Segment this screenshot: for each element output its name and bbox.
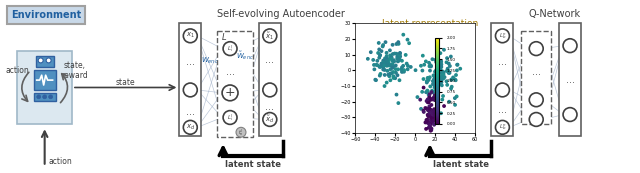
Text: ...: ...	[186, 107, 195, 117]
Text: $t_n^l$: $t_n^l$	[238, 127, 244, 138]
Circle shape	[495, 120, 509, 134]
Text: latent representation: latent representation	[381, 19, 478, 28]
Text: ...: ...	[498, 57, 507, 67]
Text: +: +	[225, 86, 236, 99]
Circle shape	[563, 108, 577, 121]
Bar	[179, 23, 201, 136]
Circle shape	[529, 113, 543, 126]
Text: ...: ...	[532, 67, 541, 77]
Circle shape	[263, 113, 276, 126]
Bar	[17, 51, 72, 124]
Circle shape	[223, 42, 237, 56]
Circle shape	[495, 83, 509, 97]
Text: L: L	[222, 33, 227, 42]
Bar	[36, 56, 54, 67]
Bar	[559, 23, 581, 136]
Text: $\tilde{W}_{enc}$: $\tilde{W}_{enc}$	[236, 49, 254, 62]
Bar	[34, 70, 56, 90]
Bar	[522, 31, 551, 124]
Circle shape	[263, 29, 276, 43]
Circle shape	[529, 42, 543, 56]
Text: $L_i^l$: $L_i^l$	[227, 112, 234, 123]
Text: state,
reward: state, reward	[61, 61, 88, 80]
Text: ...: ...	[266, 55, 275, 65]
Text: latent state: latent state	[433, 160, 489, 169]
Text: $L_i^l$: $L_i^l$	[227, 43, 234, 54]
Text: $L_b^n$: $L_b^n$	[499, 31, 506, 41]
Text: $\tilde{x}_1$: $\tilde{x}_1$	[266, 30, 275, 42]
Text: $x_d$: $x_d$	[186, 123, 195, 132]
Text: action: action	[49, 157, 72, 166]
Text: $L_b^n$: $L_b^n$	[499, 122, 506, 132]
Text: Environment: Environment	[11, 10, 81, 20]
Text: Q-Network: Q-Network	[528, 9, 580, 19]
Circle shape	[49, 95, 52, 99]
Text: $\tilde{x}_d$: $\tilde{x}_d$	[265, 114, 275, 125]
Text: $W_{enc}$: $W_{enc}$	[202, 55, 219, 66]
Circle shape	[46, 58, 51, 63]
Bar	[259, 23, 281, 136]
Text: ...: ...	[225, 67, 234, 77]
Circle shape	[529, 93, 543, 107]
Text: $x_1$: $x_1$	[186, 31, 195, 40]
Text: ...: ...	[566, 75, 575, 85]
Text: Self-evolving Autoencoder: Self-evolving Autoencoder	[217, 9, 345, 19]
Text: action: action	[6, 66, 29, 75]
Bar	[492, 23, 513, 136]
Text: ...: ...	[498, 105, 507, 115]
Circle shape	[183, 29, 197, 43]
Circle shape	[38, 58, 43, 63]
Circle shape	[236, 127, 246, 137]
Circle shape	[43, 95, 47, 99]
Bar	[34, 93, 56, 101]
Circle shape	[36, 95, 41, 99]
Text: ...: ...	[186, 57, 195, 67]
Text: state: state	[116, 78, 136, 87]
Circle shape	[222, 85, 238, 101]
Circle shape	[563, 39, 577, 53]
Text: latent state: latent state	[225, 160, 281, 169]
Bar	[217, 31, 253, 137]
Bar	[8, 6, 85, 24]
Circle shape	[223, 111, 237, 124]
Text: ...: ...	[266, 102, 275, 112]
Circle shape	[183, 83, 197, 97]
Circle shape	[495, 29, 509, 43]
Circle shape	[183, 120, 197, 134]
Circle shape	[263, 83, 276, 97]
